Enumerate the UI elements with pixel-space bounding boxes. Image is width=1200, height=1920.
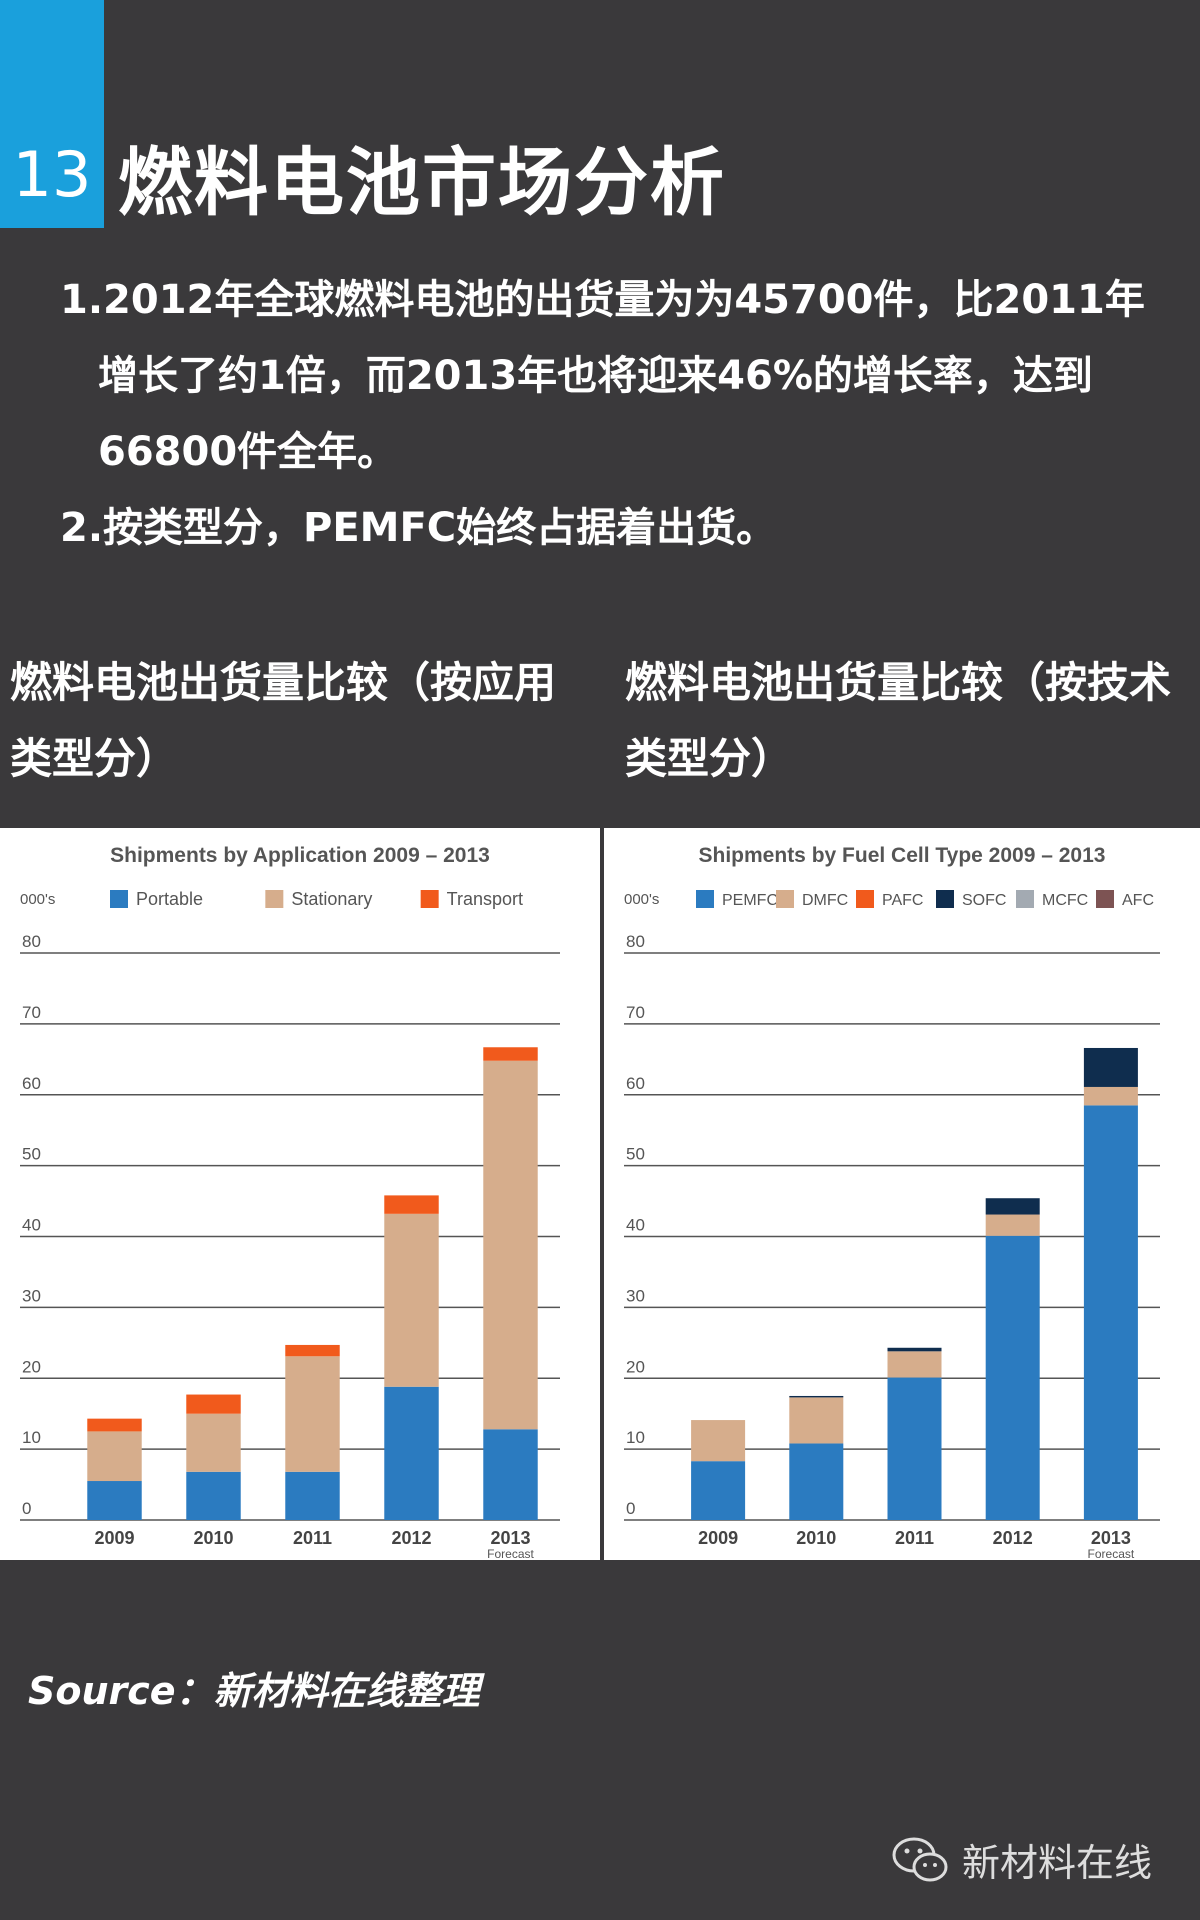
x-tick-label-2012: 2012 bbox=[993, 1528, 1033, 1548]
bar-pemfc-2010 bbox=[789, 1443, 844, 1520]
bar-dmfc-2011 bbox=[887, 1351, 942, 1378]
legend-swatch-afc bbox=[1096, 890, 1114, 908]
y-tick-label-10: 10 bbox=[22, 1428, 41, 1447]
legend-swatch-dmfc bbox=[776, 890, 794, 908]
key-points: 1.2012年全球燃料电池的出货量为为45700件，比2011年增长了约1倍，而… bbox=[60, 262, 1180, 566]
legend-swatch-stationary bbox=[265, 890, 284, 908]
x-tick-label-2010: 2010 bbox=[796, 1528, 836, 1548]
bar-sofc-2011 bbox=[887, 1347, 942, 1352]
bar-portable-2013 bbox=[483, 1429, 538, 1520]
x-tick-label-2011: 2011 bbox=[293, 1528, 332, 1548]
bar-pemfc-2009 bbox=[691, 1461, 746, 1520]
chart-title: Shipments by Fuel Cell Type 2009 – 2013 bbox=[699, 844, 1106, 867]
bar-pemfc-2013 bbox=[1083, 1105, 1138, 1520]
y-tick-label-50: 50 bbox=[22, 1145, 41, 1164]
x-tick-label-2013: 2013 bbox=[490, 1528, 530, 1548]
x-tick-label-2012: 2012 bbox=[391, 1528, 431, 1548]
bar-stationary-2012 bbox=[384, 1213, 439, 1387]
bar-dmfc-2010 bbox=[789, 1397, 844, 1444]
y-tick-label-20: 20 bbox=[22, 1357, 41, 1376]
legend-swatch-pemfc bbox=[696, 890, 714, 908]
fuel-type-chart-panel: Shipments by Fuel Cell Type 2009 – 2013 0… bbox=[604, 828, 1200, 1560]
legend-label-afc: AFC bbox=[1122, 892, 1154, 909]
bar-dmfc-2009 bbox=[691, 1420, 746, 1462]
y-tick-label-30: 30 bbox=[626, 1286, 645, 1305]
legend-swatch-sofc bbox=[936, 890, 954, 908]
x-tick-label-2011: 2011 bbox=[895, 1528, 934, 1548]
bar-stationary-2009 bbox=[87, 1431, 142, 1482]
bar-portable-2009 bbox=[87, 1481, 142, 1520]
legend-label-stationary: Stationary bbox=[291, 889, 372, 909]
bar-dmfc-2013 bbox=[1083, 1086, 1138, 1106]
bar-portable-2010 bbox=[186, 1471, 241, 1520]
bar-transport-2011 bbox=[285, 1344, 340, 1357]
fuel-type-chart: Shipments by Fuel Cell Type 2009 – 2013 0… bbox=[624, 844, 1160, 1560]
footer-brand: 新材料在线 bbox=[890, 1832, 1152, 1887]
legend-label-dmfc: DMFC bbox=[802, 892, 848, 909]
chart-title: Shipments by Application 2009 – 2013 bbox=[110, 844, 490, 867]
y-tick-label-60: 60 bbox=[626, 1074, 645, 1093]
bar-sofc-2010 bbox=[789, 1395, 844, 1398]
legend-label-sofc: SOFC bbox=[962, 892, 1006, 909]
brand-name: 新材料在线 bbox=[962, 1841, 1153, 1885]
bar-pemfc-2011 bbox=[887, 1377, 942, 1520]
y-tick-label-60: 60 bbox=[22, 1074, 41, 1093]
bar-stationary-2010 bbox=[186, 1413, 241, 1472]
page-title: 燃料电池市场分析 bbox=[118, 140, 726, 226]
y-tick-label-40: 40 bbox=[22, 1216, 41, 1235]
y-tick-label-0: 0 bbox=[22, 1499, 31, 1518]
y-tick-label-10: 10 bbox=[626, 1428, 645, 1447]
legend-label-pemfc: PEMFC bbox=[722, 892, 778, 909]
legend-swatch-transport bbox=[420, 890, 439, 908]
y-tick-label-30: 30 bbox=[22, 1286, 41, 1305]
x-tick-label-2009: 2009 bbox=[94, 1528, 134, 1548]
x-sublabel-2013: Forecast bbox=[1088, 1547, 1135, 1560]
y-tick-label-40: 40 bbox=[626, 1216, 645, 1235]
x-tick-label-2009: 2009 bbox=[698, 1528, 738, 1548]
key-point-1: 1.2012年全球燃料电池的出货量为为45700件，比2011年增长了约1倍，而… bbox=[60, 277, 1145, 475]
bar-transport-2012 bbox=[384, 1195, 439, 1214]
y-tick-label-70: 70 bbox=[22, 1003, 41, 1022]
bar-sofc-2012 bbox=[985, 1198, 1040, 1215]
bar-transport-2013 bbox=[483, 1047, 538, 1061]
bar-dmfc-2012 bbox=[985, 1214, 1040, 1236]
legend-label-pafc: PAFC bbox=[882, 892, 923, 909]
left-chart-heading: 燃料电池出货量比较（按应用类型分） bbox=[10, 658, 557, 783]
application-chart: Shipments by Application 2009 – 2013 000'… bbox=[20, 844, 560, 1560]
y-tick-label-80: 80 bbox=[22, 932, 41, 951]
unit-label: 000's bbox=[624, 891, 659, 908]
bar-pemfc-2012 bbox=[985, 1235, 1040, 1520]
legend-swatch-pafc bbox=[856, 890, 874, 908]
bar-portable-2011 bbox=[285, 1471, 340, 1520]
key-point-2: 2.按类型分，PEMFC始终占据着出货。 bbox=[60, 505, 777, 551]
x-sublabel-2013: Forecast bbox=[487, 1547, 534, 1560]
legend-label-mcfc: MCFC bbox=[1042, 892, 1088, 909]
y-tick-label-70: 70 bbox=[626, 1003, 645, 1022]
legend-label-portable: Portable bbox=[136, 889, 203, 909]
x-tick-label-2013: 2013 bbox=[1091, 1528, 1131, 1548]
bar-sofc-2013 bbox=[1083, 1047, 1138, 1087]
right-chart-heading: 燃料电池出货量比较（按技术类型分） bbox=[625, 658, 1172, 783]
bar-transport-2009 bbox=[87, 1418, 142, 1432]
legend-label-transport: Transport bbox=[447, 889, 523, 909]
y-tick-label-20: 20 bbox=[626, 1357, 645, 1376]
y-tick-label-0: 0 bbox=[626, 1499, 635, 1518]
bar-stationary-2011 bbox=[285, 1356, 340, 1472]
section-number-box: 13 bbox=[0, 0, 104, 228]
y-tick-label-80: 80 bbox=[626, 932, 645, 951]
application-chart-panel: Shipments by Application 2009 – 2013 000'… bbox=[0, 828, 600, 1560]
bar-stationary-2013 bbox=[483, 1060, 538, 1430]
bar-transport-2010 bbox=[186, 1394, 241, 1414]
section-number: 13 bbox=[12, 138, 92, 211]
x-tick-label-2010: 2010 bbox=[193, 1528, 233, 1548]
source-note: Source：新材料在线整理 bbox=[28, 1669, 480, 1713]
legend-swatch-portable bbox=[110, 890, 128, 908]
y-tick-label-50: 50 bbox=[626, 1145, 645, 1164]
unit-label: 000's bbox=[20, 891, 55, 908]
wechat-icon bbox=[892, 1837, 948, 1881]
legend-swatch-mcfc bbox=[1016, 890, 1034, 908]
bar-portable-2012 bbox=[384, 1386, 439, 1520]
